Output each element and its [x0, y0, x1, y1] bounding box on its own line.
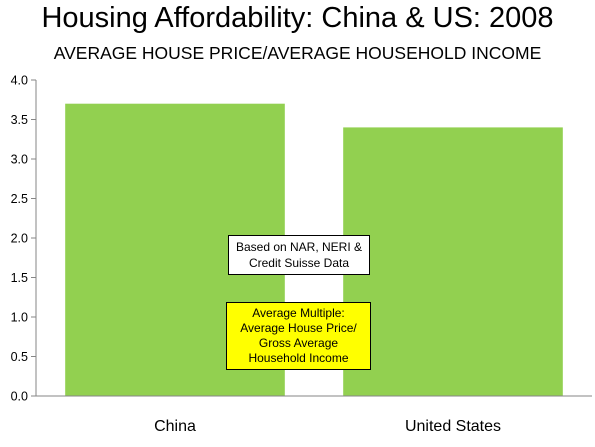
y-tick-label: 0.5: [11, 350, 28, 364]
chart-subtitle: AVERAGE HOUSE PRICE/AVERAGE HOUSEHOLD IN…: [53, 43, 542, 63]
multiple-note-line-3: Gross Average: [258, 336, 339, 350]
y-tick-label: 0.0: [11, 390, 28, 404]
y-tick-label: 4.0: [11, 74, 28, 88]
bars-group: [65, 103, 563, 397]
source-note-line-1: Based on NAR, NERI &: [235, 240, 363, 254]
x-tick-label: United States: [405, 418, 501, 435]
bar-united-states: [343, 127, 563, 397]
multiple-note: Average Multiple: Average House Price/ G…: [226, 302, 371, 370]
source-note: Based on NAR, NERI & Credit Suisse Data: [228, 235, 370, 275]
y-tick-label: 3.0: [11, 153, 28, 167]
y-tick-label: 3.5: [11, 113, 28, 127]
y-tick-label: 1.0: [11, 311, 28, 325]
x-tick-label: China: [154, 418, 196, 435]
multiple-note-line-2: Average House Price/: [240, 321, 357, 335]
y-tick-label: 2.5: [11, 192, 28, 206]
chart-title: Housing Affordability: China & US: 2008: [41, 2, 554, 34]
y-tick-label: 1.5: [11, 271, 28, 285]
y-tick-label: 2.0: [11, 232, 28, 246]
multiple-note-line-1: Average Multiple:: [252, 306, 345, 320]
multiple-note-line-4: Household Income: [248, 351, 349, 365]
axes-group: China United States 0.0 0.5 1.0 1.5 2.0 2.5 3.0 3…: [11, 74, 592, 435]
source-note-line-2: Credit Suisse Data: [248, 256, 350, 270]
